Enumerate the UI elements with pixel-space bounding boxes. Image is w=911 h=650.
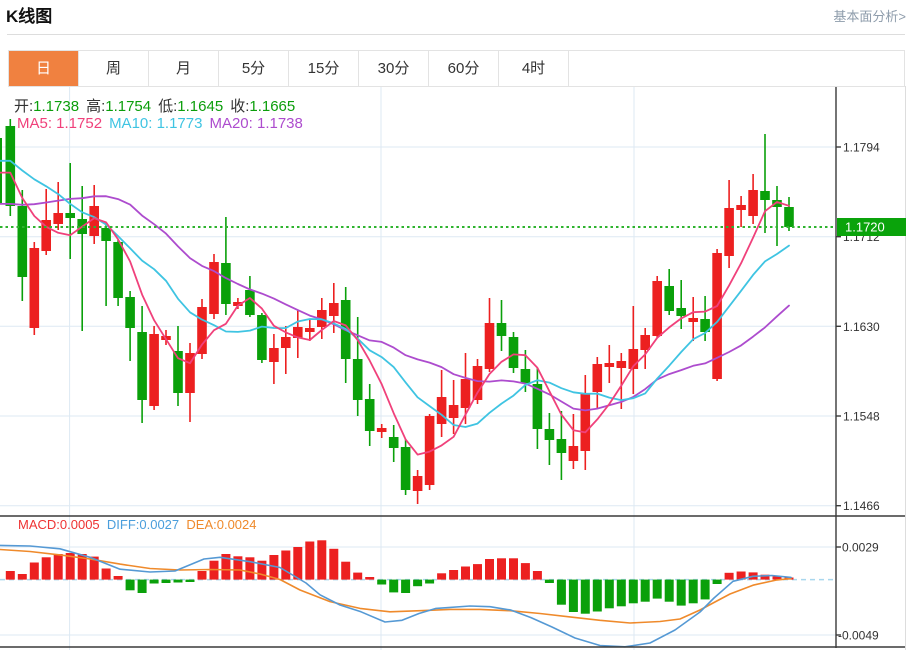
svg-text:0.0029: 0.0029 bbox=[842, 541, 879, 555]
svg-text:1.1466: 1.1466 bbox=[843, 499, 880, 513]
svg-text:1.1548: 1.1548 bbox=[843, 410, 880, 424]
svg-text:-0.0049: -0.0049 bbox=[838, 629, 879, 643]
svg-text:1.1630: 1.1630 bbox=[843, 320, 880, 334]
svg-text:1.1720: 1.1720 bbox=[845, 220, 885, 235]
svg-text:1.1794: 1.1794 bbox=[843, 141, 880, 155]
